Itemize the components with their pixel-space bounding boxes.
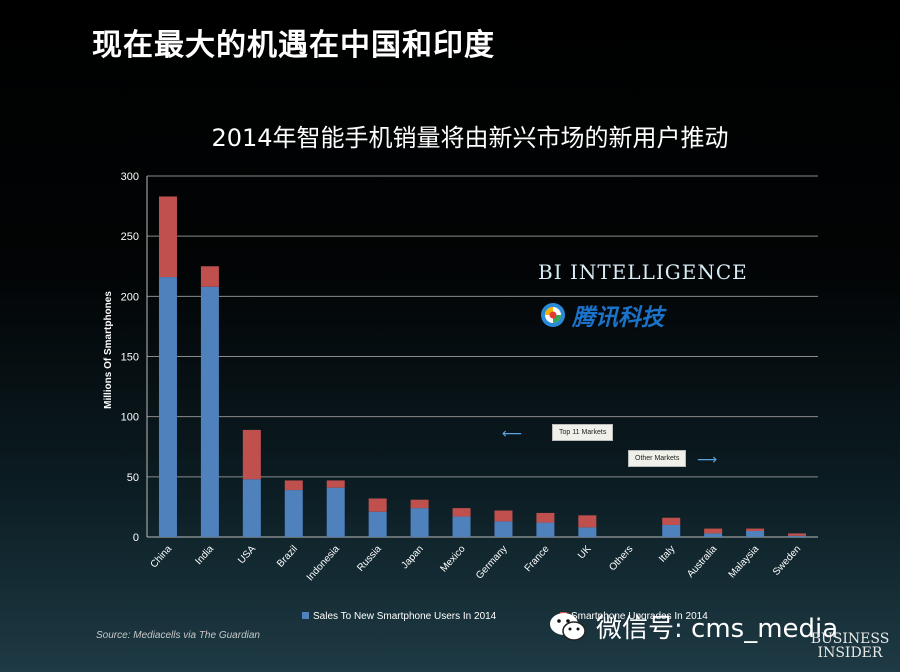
y-axis-label: Millions Of Smartphones bbox=[103, 291, 114, 409]
bar-new-users bbox=[578, 527, 597, 537]
y-tick-label: 200 bbox=[121, 291, 139, 303]
bar-upgrades bbox=[536, 512, 555, 523]
x-tick-label: Malaysia bbox=[727, 543, 762, 580]
left-arrow-icon: ⟵ bbox=[502, 426, 523, 442]
x-tick-label: Russia bbox=[355, 543, 384, 573]
bar-upgrades bbox=[326, 480, 345, 488]
bar-upgrades bbox=[494, 510, 513, 522]
wechat-id-text: 微信号: cms_media bbox=[596, 614, 839, 644]
bar-upgrades bbox=[662, 517, 681, 525]
legend-label-upgrades: Smartphone Upgrades In 2014 bbox=[571, 611, 708, 622]
business-insider-logo: BUSINESS INSIDER bbox=[810, 632, 890, 660]
tencent-tech-logo: 腾讯科技 bbox=[540, 298, 664, 332]
y-tick-label: 300 bbox=[121, 171, 139, 183]
x-tick-label: Italy bbox=[657, 544, 677, 565]
bar-new-users bbox=[452, 516, 471, 537]
legend-label-new-users: Sales To New Smartphone Users In 2014 bbox=[313, 611, 497, 622]
wechat-icon bbox=[550, 612, 586, 641]
bar-new-users bbox=[326, 487, 345, 537]
bar-new-users bbox=[158, 277, 177, 537]
bar-new-users bbox=[200, 286, 219, 537]
x-tick-label: Others bbox=[607, 544, 635, 574]
top-markets-note: Top 11 Markets bbox=[552, 424, 614, 441]
bar-new-users bbox=[704, 533, 723, 537]
bar-upgrades bbox=[368, 498, 387, 512]
source-note: Source: Mediacells via The Guardian bbox=[96, 630, 260, 641]
slide-heading: 现在最大的机遇在中国和印度 bbox=[92, 28, 495, 63]
bar-upgrades bbox=[410, 499, 429, 509]
other-markets-label: Other Markets bbox=[635, 455, 680, 462]
top-markets-label: Top 11 Markets bbox=[559, 429, 607, 436]
bar-upgrades bbox=[746, 528, 765, 531]
insider-text: INSIDER bbox=[817, 645, 883, 661]
bar-upgrades bbox=[242, 429, 261, 480]
bi-intelligence-logo: BI INTELLIGENCE bbox=[538, 260, 748, 284]
y-tick-label: 100 bbox=[121, 412, 139, 424]
x-tick-label: Indonesia bbox=[305, 543, 342, 583]
x-tick-label: Mexico bbox=[438, 543, 468, 574]
bar-upgrades bbox=[158, 196, 177, 278]
bar-upgrades bbox=[704, 528, 723, 534]
other-markets-note: Other Markets bbox=[628, 450, 687, 467]
bar-new-users bbox=[536, 522, 555, 537]
x-tick-label: India bbox=[193, 543, 216, 567]
y-tick-label: 250 bbox=[121, 231, 139, 243]
bar-upgrades bbox=[578, 515, 597, 528]
tencent-tech-text: 腾讯科技 bbox=[572, 305, 664, 331]
legend-swatch-new-users bbox=[302, 612, 309, 619]
x-tick-label: UK bbox=[576, 543, 594, 561]
chart-title: 2014年智能手机销量将由新兴市场的新用户推动 bbox=[211, 124, 728, 152]
bar-new-users bbox=[284, 490, 303, 537]
bar-new-users bbox=[788, 535, 807, 537]
bar-upgrades bbox=[452, 508, 471, 517]
bar-upgrades bbox=[200, 266, 219, 287]
x-tick-label: France bbox=[523, 543, 552, 574]
bar-new-users bbox=[494, 521, 513, 537]
bar-new-users bbox=[662, 524, 681, 537]
bars bbox=[158, 196, 807, 537]
tencent-globe-icon bbox=[541, 303, 565, 327]
business-text: BUSINESS bbox=[810, 631, 890, 647]
bar-new-users bbox=[746, 530, 765, 537]
wechat-watermark: 微信号: cms_media bbox=[548, 608, 838, 645]
x-tick-label: Sweden bbox=[771, 544, 803, 578]
bar-new-users bbox=[368, 511, 387, 537]
x-tick-label: USA bbox=[236, 543, 258, 566]
bar-new-users bbox=[410, 508, 429, 537]
y-tick-label: 150 bbox=[121, 352, 139, 364]
right-arrow-icon: ⟶ bbox=[697, 452, 718, 468]
x-tick-label: Australia bbox=[685, 543, 720, 580]
y-tick-label: 50 bbox=[127, 472, 139, 484]
x-tick-label: China bbox=[149, 543, 175, 570]
x-tick-label: Germany bbox=[474, 544, 510, 582]
y-tick-label: 0 bbox=[133, 532, 139, 544]
bar-upgrades bbox=[788, 533, 807, 536]
x-tick-label: Brazil bbox=[275, 544, 300, 570]
bar-upgrades bbox=[284, 480, 303, 491]
x-tick-label: Japan bbox=[399, 544, 425, 572]
bar-new-users bbox=[242, 479, 261, 537]
